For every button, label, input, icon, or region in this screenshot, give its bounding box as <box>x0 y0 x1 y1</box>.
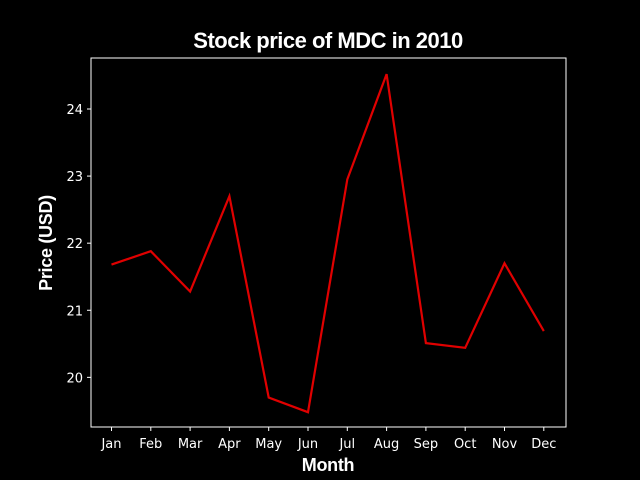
x-tick-label: Jan <box>100 437 121 452</box>
x-axis-title: Month <box>302 455 354 475</box>
y-tick-label: 21 <box>66 304 83 319</box>
chart-title: Stock price of MDC in 2010 <box>193 28 463 53</box>
y-tick-label: 22 <box>66 237 83 252</box>
x-tick-label: Aug <box>374 437 399 452</box>
x-tick-label: Dec <box>531 437 556 452</box>
x-tick-label: May <box>255 437 282 452</box>
y-axis-title: Price (USD) <box>36 195 56 291</box>
series-line <box>111 73 545 414</box>
x-tick-label: Jul <box>338 437 355 452</box>
x-tick-label: Apr <box>218 437 241 452</box>
y-tick-label: 24 <box>66 103 83 118</box>
axes-frame <box>90 57 567 428</box>
x-tick-label: Nov <box>492 437 518 452</box>
x-tick-label: Sep <box>414 437 439 452</box>
x-tick-label: Oct <box>454 437 476 452</box>
y-tick-label: 23 <box>66 170 83 185</box>
x-tick-label: Mar <box>178 437 203 452</box>
x-tick-label: Feb <box>139 437 162 452</box>
y-tick-label: 20 <box>66 371 83 386</box>
plot-area: 20 21 22 23 24 Jan Feb Mar Apr May Jun Jul Aug Sep Oct… <box>66 57 567 452</box>
x-tick-label: Jun <box>297 437 318 452</box>
